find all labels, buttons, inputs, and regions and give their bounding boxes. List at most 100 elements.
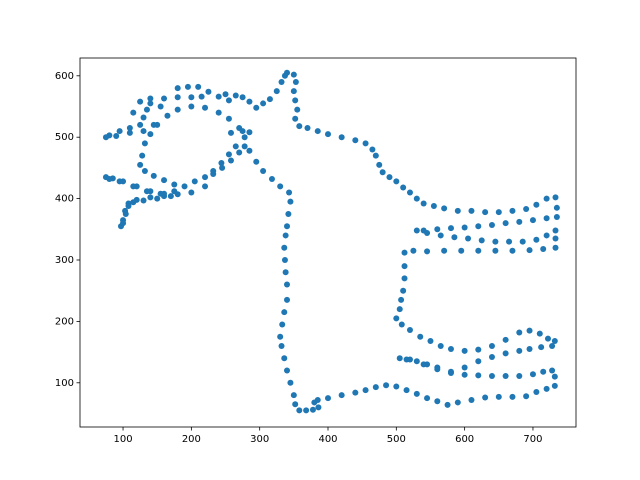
point (551, 338, 558, 345)
point (376, 161, 383, 168)
point (285, 210, 292, 217)
y-tick-label: 300 (55, 255, 74, 266)
point (290, 71, 297, 78)
point (126, 124, 133, 131)
point (403, 387, 410, 394)
point (260, 100, 267, 107)
point (482, 394, 489, 401)
point (552, 235, 559, 242)
point (372, 384, 379, 391)
point (540, 368, 547, 375)
point (232, 143, 239, 150)
point (468, 396, 475, 403)
point (154, 195, 161, 202)
point (303, 407, 310, 414)
point (420, 200, 427, 207)
point (488, 354, 495, 361)
point (533, 201, 540, 208)
y-tick-label: 600 (55, 71, 74, 82)
point (161, 95, 168, 102)
point (205, 88, 212, 95)
point (526, 247, 533, 254)
point (281, 355, 288, 362)
point (475, 247, 482, 254)
point (488, 342, 495, 349)
point (509, 393, 516, 400)
y-tick-label: 500 (55, 132, 74, 143)
point (184, 83, 191, 90)
point (447, 369, 454, 376)
point (246, 129, 253, 136)
point (552, 244, 559, 251)
point (281, 72, 288, 79)
point (398, 296, 405, 303)
point (506, 238, 513, 245)
x-tick-label: 400 (318, 434, 337, 445)
point (266, 96, 273, 103)
point (454, 399, 461, 406)
point (488, 373, 495, 380)
point (434, 226, 441, 233)
point (352, 137, 359, 144)
point (553, 214, 560, 221)
point (502, 373, 509, 380)
point (434, 366, 441, 373)
point (538, 344, 545, 351)
x-tick-label: 200 (182, 434, 201, 445)
point (281, 309, 288, 316)
point (137, 98, 144, 105)
point (296, 123, 303, 130)
point (526, 346, 533, 353)
point (284, 223, 291, 230)
point (113, 132, 120, 139)
point (516, 347, 523, 354)
point (141, 167, 148, 174)
point (282, 232, 289, 239)
point (543, 232, 550, 239)
point (164, 112, 171, 119)
point (379, 169, 386, 176)
point (516, 329, 523, 336)
point (130, 183, 137, 190)
point (401, 275, 408, 282)
point (218, 159, 225, 166)
point (488, 222, 495, 229)
point (451, 234, 458, 241)
point (523, 393, 530, 400)
point (549, 367, 556, 374)
point (529, 371, 536, 378)
x-tick-label: 700 (523, 434, 542, 445)
point (543, 215, 550, 222)
point (413, 227, 420, 234)
point (441, 205, 448, 212)
point (161, 177, 168, 184)
point (191, 178, 198, 185)
point (413, 358, 420, 365)
point (401, 249, 408, 256)
point (147, 194, 154, 201)
point (362, 140, 369, 147)
point (502, 350, 509, 357)
point (106, 175, 113, 182)
point (167, 193, 174, 200)
point (219, 164, 226, 171)
point (202, 183, 209, 190)
point (292, 97, 299, 104)
point (441, 247, 448, 254)
point (116, 178, 123, 185)
point (410, 247, 417, 254)
point (102, 134, 109, 141)
point (284, 281, 291, 288)
point (417, 333, 424, 340)
point (552, 227, 559, 234)
point (141, 140, 148, 147)
point (157, 103, 164, 110)
point (236, 149, 243, 156)
point (552, 194, 559, 201)
point (454, 207, 461, 214)
point (315, 404, 322, 411)
point (396, 306, 403, 313)
point (413, 195, 420, 202)
point (475, 223, 482, 230)
point (277, 183, 284, 190)
